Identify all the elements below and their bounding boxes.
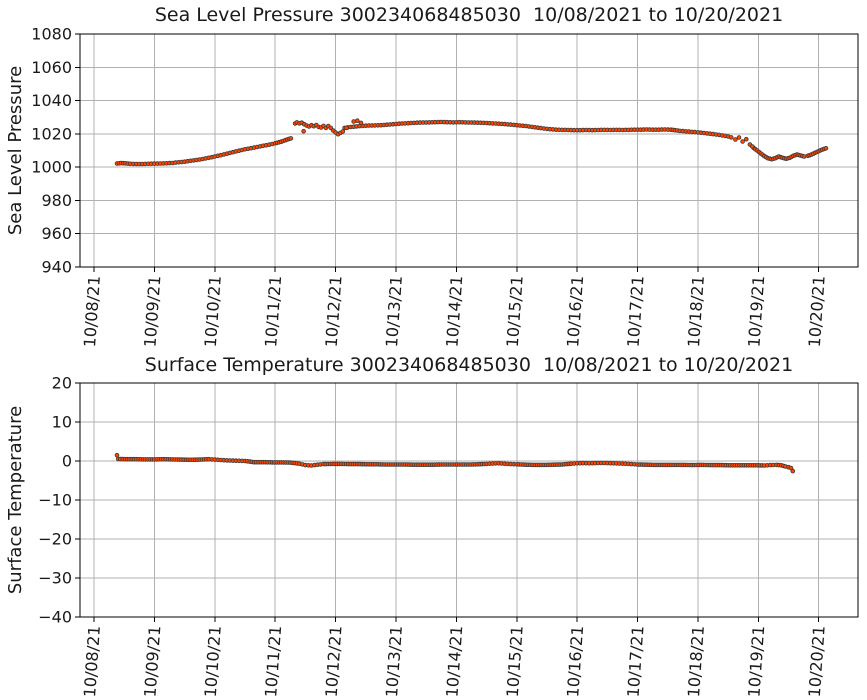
x-tick-label: 10/17/21 [624, 625, 648, 698]
x-tick-label: 10/08/21 [80, 625, 104, 698]
data-point-marker [749, 144, 755, 149]
x-tick-label: 10/10/21 [201, 625, 225, 698]
x-tick-label: 10/16/21 [563, 275, 587, 348]
data-point-marker [733, 137, 738, 142]
data-point-marker [823, 146, 829, 151]
x-tick-label: 10/14/21 [442, 625, 466, 698]
surface-temperature-chart: 10/08/21 10/09/21 10/10/21 10/11/21 10/12/21… [5, 374, 859, 698]
y-tick-label: 0 [62, 452, 72, 471]
data-point-marker [340, 129, 346, 134]
y-tick-label: 1000 [31, 158, 72, 177]
x-tick-label: 10/13/21 [382, 625, 406, 698]
x-tick-label: 10/19/21 [744, 275, 768, 348]
data-point-marker [736, 135, 742, 140]
x-tick-label: 10/15/21 [503, 275, 527, 348]
y-tick-label: 1040 [31, 91, 72, 110]
data-point-marker [351, 119, 357, 124]
y-tick-label: 1080 [31, 25, 72, 44]
y-axis-label: Sea Level Pressure [5, 66, 26, 235]
x-tick-label: 10/16/21 [563, 625, 587, 698]
data-point-marker [301, 128, 306, 134]
x-tick-label: 10/18/21 [684, 625, 708, 698]
y-tick-label: −40 [38, 608, 72, 627]
x-tick-label: 10/10/21 [201, 275, 225, 348]
y-tick-label: −30 [38, 569, 72, 588]
y-tick-label: 1060 [31, 58, 72, 77]
x-tick-label: 10/17/21 [624, 275, 648, 348]
x-tick-label: 10/14/21 [442, 275, 466, 348]
y-tick-label: 940 [41, 258, 72, 277]
x-tick-label: 10/18/21 [684, 275, 708, 348]
y-axis-label: Surface Temperature [5, 406, 26, 594]
data-point-marker [358, 120, 364, 126]
x-tick-label: 10/20/21 [805, 625, 829, 698]
x-tick-label: 10/15/21 [503, 625, 527, 698]
x-tick-label: 10/13/21 [382, 275, 406, 348]
y-tick-label: 20 [52, 374, 72, 393]
data-point-marker [801, 154, 807, 159]
data-point-marker [790, 468, 796, 474]
x-tick-label: 10/12/21 [322, 625, 346, 698]
x-tick-label: 10/20/21 [805, 275, 829, 348]
data-point-marker [728, 135, 734, 140]
y-tick-label: 1020 [31, 124, 72, 143]
x-tick-label: 10/09/21 [140, 625, 164, 698]
y-tick-label: −20 [38, 530, 72, 549]
x-tick-label: 10/08/21 [80, 275, 104, 348]
x-tick-label: 10/12/21 [322, 275, 346, 348]
sea-level-pressure-chart: 10/08/21 10/09/21 10/10/21 10/11/21 10/12/21… [5, 25, 859, 348]
x-tick-label: 10/11/21 [261, 275, 285, 348]
plot-border [79, 33, 859, 268]
data-point-marker [344, 125, 349, 131]
data-point-marker [288, 136, 294, 141]
x-tick-label: 10/09/21 [140, 275, 164, 348]
data-point-marker [114, 452, 120, 458]
y-tick-label: −10 [38, 491, 72, 510]
data-point-marker [354, 118, 360, 123]
data-point-marker [743, 136, 749, 142]
y-tick-label: 10 [52, 413, 72, 432]
y-tick-label: 960 [41, 224, 72, 243]
y-tick-label: 980 [41, 191, 72, 210]
data-point-marker [740, 139, 745, 144]
x-tick-label: 10/19/21 [744, 625, 768, 698]
x-tick-label: 10/11/21 [261, 625, 285, 698]
